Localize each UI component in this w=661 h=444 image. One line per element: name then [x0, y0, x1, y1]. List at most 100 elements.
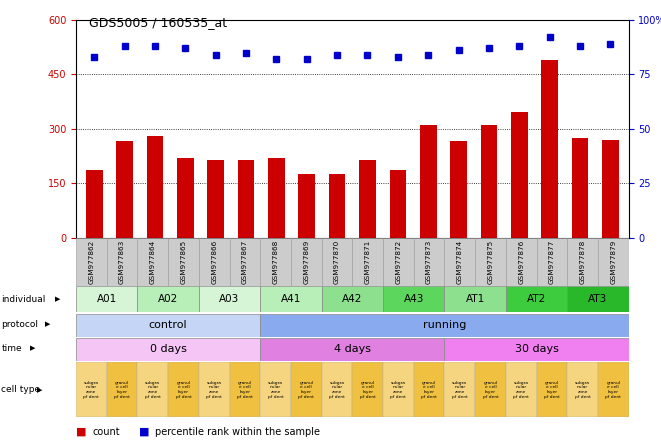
Bar	[541, 60, 558, 238]
Bar	[260, 362, 291, 417]
Text: time: time	[1, 344, 22, 353]
Text: GSM977873: GSM977873	[426, 240, 432, 284]
Bar	[76, 238, 106, 286]
Text: granul
e cell
layer
pf dent: granul e cell layer pf dent	[298, 381, 314, 399]
Bar	[168, 238, 199, 286]
Text: GSM977868: GSM977868	[272, 240, 278, 284]
Bar	[383, 362, 414, 417]
Text: A42: A42	[342, 294, 362, 304]
Text: individual: individual	[1, 295, 46, 304]
Bar	[268, 158, 285, 238]
Text: subgra
nular
zone
pf dent: subgra nular zone pf dent	[329, 381, 345, 399]
Bar	[229, 238, 260, 286]
Text: granul
e cell
layer
pf dent: granul e cell layer pf dent	[237, 381, 253, 399]
Bar	[291, 362, 322, 417]
Bar	[602, 139, 619, 238]
Text: GSM977862: GSM977862	[89, 240, 95, 284]
Bar	[147, 136, 163, 238]
Bar	[298, 174, 315, 238]
Bar	[359, 159, 376, 238]
Bar	[598, 238, 629, 286]
Text: subgra
nular
zone
pf dent: subgra nular zone pf dent	[145, 381, 161, 399]
Bar	[322, 362, 352, 417]
Text: GSM977875: GSM977875	[487, 240, 494, 284]
Bar	[260, 314, 629, 337]
Bar	[444, 286, 506, 312]
Bar	[76, 286, 137, 312]
Bar	[444, 238, 475, 286]
Text: GSM977878: GSM977878	[580, 240, 586, 284]
Text: GSM977879: GSM977879	[610, 240, 616, 284]
Bar	[86, 170, 102, 238]
Text: subgra
nular
zone
pf dent: subgra nular zone pf dent	[452, 381, 468, 399]
Text: ■: ■	[76, 427, 87, 436]
Text: A43: A43	[403, 294, 424, 304]
Bar	[260, 286, 322, 312]
Bar	[177, 158, 194, 238]
Text: subgra
nular
zone
pf dent: subgra nular zone pf dent	[513, 381, 529, 399]
Bar	[383, 286, 444, 312]
Bar	[537, 362, 567, 417]
Text: AT2: AT2	[527, 294, 546, 304]
Bar	[567, 238, 598, 286]
Bar	[506, 286, 567, 312]
Text: subgra
nular
zone
pf dent: subgra nular zone pf dent	[268, 381, 284, 399]
Text: GSM977872: GSM977872	[395, 240, 401, 284]
Bar	[537, 238, 567, 286]
Text: protocol: protocol	[1, 320, 38, 329]
Bar	[420, 125, 436, 238]
Text: granul
e cell
layer
pf dent: granul e cell layer pf dent	[605, 381, 621, 399]
Bar	[450, 142, 467, 238]
Bar	[137, 362, 168, 417]
Text: 0 days: 0 days	[149, 345, 186, 354]
Text: GSM977876: GSM977876	[518, 240, 524, 284]
Text: GSM977866: GSM977866	[211, 240, 217, 284]
Text: GSM977877: GSM977877	[549, 240, 555, 284]
Bar	[383, 238, 414, 286]
Bar	[291, 238, 322, 286]
Bar	[199, 238, 229, 286]
Text: GSM977870: GSM977870	[334, 240, 340, 284]
Text: percentile rank within the sample: percentile rank within the sample	[155, 427, 321, 436]
Text: subgra
nular
zone
pf dent: subgra nular zone pf dent	[574, 381, 590, 399]
Text: count: count	[93, 427, 120, 436]
Text: granul
e cell
layer
pf dent: granul e cell layer pf dent	[483, 381, 498, 399]
Bar	[260, 338, 444, 361]
Text: GSM977869: GSM977869	[303, 240, 309, 284]
Text: GSM977874: GSM977874	[457, 240, 463, 284]
Bar	[567, 362, 598, 417]
Text: AT3: AT3	[588, 294, 607, 304]
Bar	[199, 362, 229, 417]
Bar	[322, 286, 383, 312]
Bar	[506, 362, 537, 417]
Bar	[116, 142, 133, 238]
Text: A01: A01	[97, 294, 117, 304]
Text: granul
e cell
layer
pf dent: granul e cell layer pf dent	[114, 381, 130, 399]
Bar	[567, 286, 629, 312]
Text: ▶: ▶	[55, 296, 60, 302]
Text: ■: ■	[139, 427, 149, 436]
Text: GSM977871: GSM977871	[365, 240, 371, 284]
Text: GDS5005 / 160535_at: GDS5005 / 160535_at	[89, 16, 227, 28]
Text: GSM977864: GSM977864	[150, 240, 156, 284]
Bar	[76, 314, 260, 337]
Bar	[238, 159, 254, 238]
Bar	[106, 362, 137, 417]
Text: granul
e cell
layer
pf dent: granul e cell layer pf dent	[360, 381, 375, 399]
Bar	[260, 238, 291, 286]
Bar	[414, 362, 444, 417]
Text: ▶: ▶	[45, 321, 50, 328]
Bar	[329, 174, 346, 238]
Text: ▶: ▶	[37, 387, 42, 393]
Text: 30 days: 30 days	[514, 345, 559, 354]
Text: AT1: AT1	[465, 294, 485, 304]
Text: granul
e cell
layer
pf dent: granul e cell layer pf dent	[544, 381, 560, 399]
Text: A03: A03	[219, 294, 240, 304]
Bar	[106, 238, 137, 286]
Bar	[506, 238, 537, 286]
Bar	[389, 170, 407, 238]
Bar	[76, 362, 106, 417]
Bar	[199, 286, 260, 312]
Text: A41: A41	[281, 294, 301, 304]
Text: control: control	[149, 321, 188, 330]
